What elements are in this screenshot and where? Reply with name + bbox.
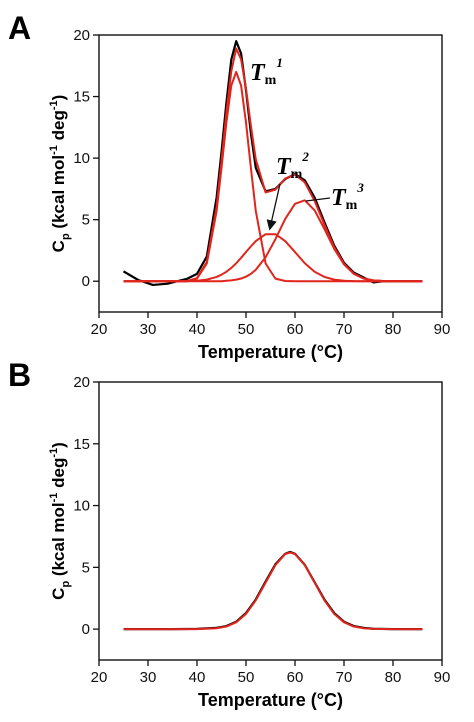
y-axis-label: Cp (kcal mol-1 deg-1) xyxy=(48,95,72,253)
data-line xyxy=(123,551,423,631)
y-axis-label-part: -1 xyxy=(48,100,60,110)
y-axis-label-part: C xyxy=(49,588,68,600)
y-axis-label-part: p xyxy=(60,581,72,588)
y-tick-label: 15 xyxy=(73,89,90,106)
y-axis-label-part: (kcal mol xyxy=(49,502,68,580)
y-axis-label-part: -1 xyxy=(48,493,60,503)
annotation: Tm 1 xyxy=(250,55,283,88)
plot-frame xyxy=(98,381,443,661)
annotation: Tm 2 xyxy=(276,149,309,182)
x-tick-label: 20 xyxy=(91,321,108,338)
x-tick-label: 50 xyxy=(238,321,255,338)
y-tick-label: 10 xyxy=(73,498,90,515)
panel-label: A xyxy=(8,10,31,46)
y-axis-label-part: deg xyxy=(49,110,68,145)
x-tick-label: 40 xyxy=(189,669,206,686)
annotation-pointer xyxy=(266,183,281,231)
annotation-superscript: 3 xyxy=(356,180,364,195)
x-tick-label: 20 xyxy=(91,669,108,686)
y-tick-label: 15 xyxy=(73,436,90,453)
y-tick-label: 5 xyxy=(82,212,90,229)
annotation-symbol: T xyxy=(331,185,347,211)
annotation-superscript: 1 xyxy=(276,55,283,70)
annotation-subscript: m xyxy=(291,167,303,182)
x-tick-label: 50 xyxy=(238,669,255,686)
annotation-pointer xyxy=(305,197,331,202)
annotation-symbol: T xyxy=(276,154,292,180)
y-axis-label-part: ) xyxy=(49,442,68,448)
y-axis-label-part: -1 xyxy=(48,145,60,155)
x-tick-label: 40 xyxy=(189,321,206,338)
y-tick-label: 5 xyxy=(82,559,90,576)
y-tick-label: 20 xyxy=(73,374,90,391)
x-tick-label: 60 xyxy=(287,669,304,686)
x-tick-label: 90 xyxy=(434,321,451,338)
y-axis-label-part: C xyxy=(49,240,68,252)
x-tick-label: 80 xyxy=(385,321,402,338)
annotation-superscript: 2 xyxy=(301,149,309,164)
x-axis-label: Temperature (°C) xyxy=(198,342,343,362)
y-axis-label-part: -1 xyxy=(48,448,60,458)
x-tick-label: 30 xyxy=(140,669,157,686)
y-tick-label: 20 xyxy=(73,27,90,44)
y-axis-label-part: p xyxy=(60,233,72,240)
y-tick-label: 0 xyxy=(82,621,90,638)
data-line xyxy=(123,199,423,283)
plot-frame xyxy=(98,34,443,313)
annotation: Tm 3 xyxy=(331,180,364,213)
y-tick-label: 10 xyxy=(73,150,90,167)
y-axis-label-part: deg xyxy=(49,458,68,493)
x-tick-label: 70 xyxy=(336,669,353,686)
data-line xyxy=(123,550,423,631)
annotation-subscript: m xyxy=(265,73,277,88)
y-axis-label: Cp (kcal mol-1 deg-1) xyxy=(48,442,72,600)
y-axis-label-part: ) xyxy=(49,95,68,101)
annotation-symbol: T xyxy=(250,60,266,86)
y-axis-label-part: (kcal mol xyxy=(49,155,68,233)
data-line xyxy=(123,70,423,283)
x-tick-label: 80 xyxy=(385,669,402,686)
x-tick-label: 90 xyxy=(434,669,451,686)
x-tick-label: 70 xyxy=(336,321,353,338)
y-tick-label: 0 xyxy=(82,273,90,290)
x-tick-label: 30 xyxy=(140,321,157,338)
x-axis-label: Temperature (°C) xyxy=(198,690,343,710)
x-tick-label: 60 xyxy=(287,321,304,338)
panel-label: B xyxy=(8,357,31,393)
annotation-subscript: m xyxy=(346,198,358,213)
